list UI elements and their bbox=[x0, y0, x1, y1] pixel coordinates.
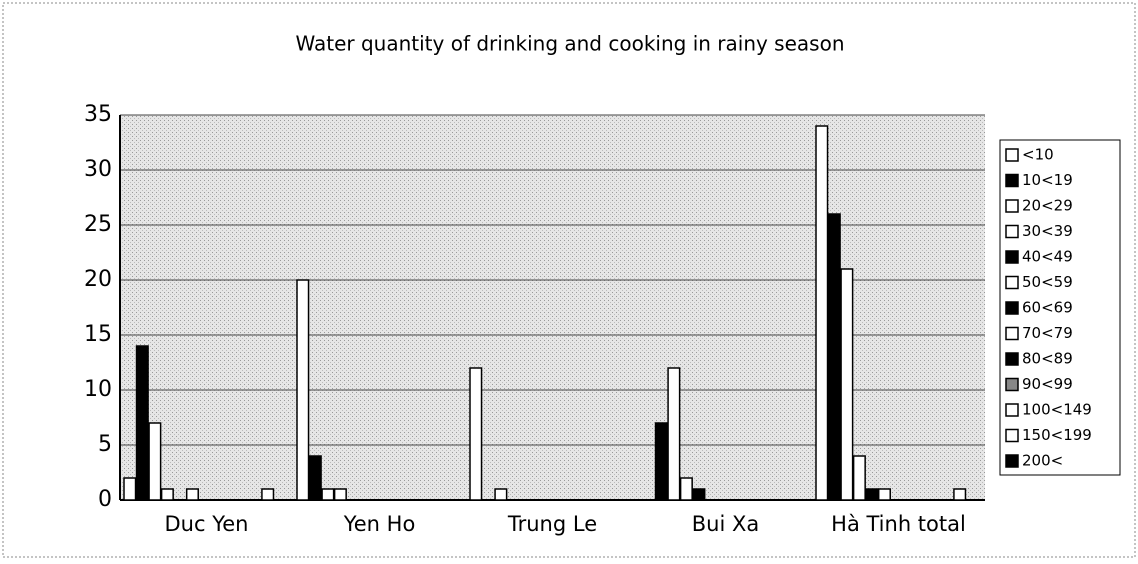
x-tick-label: Trung Le bbox=[507, 512, 597, 536]
bar bbox=[148, 422, 162, 501]
x-tick-label: Bui Xa bbox=[692, 512, 759, 536]
bar bbox=[815, 125, 829, 501]
legend-swatch bbox=[1005, 148, 1019, 162]
bar bbox=[296, 279, 310, 501]
plot-area bbox=[120, 115, 985, 500]
legend-label: <10 bbox=[1022, 146, 1054, 164]
bar bbox=[160, 488, 174, 501]
legend-label: 100<149 bbox=[1022, 401, 1092, 419]
bar bbox=[469, 367, 483, 501]
bar bbox=[321, 488, 335, 501]
bar bbox=[877, 488, 891, 501]
legend-swatch bbox=[1005, 352, 1019, 366]
bar bbox=[308, 455, 322, 501]
y-tick-label: 35 bbox=[84, 102, 112, 127]
bar bbox=[123, 477, 137, 501]
bar bbox=[953, 488, 967, 501]
bar bbox=[185, 488, 199, 501]
legend bbox=[999, 139, 1121, 476]
bar bbox=[667, 367, 681, 501]
bar bbox=[261, 488, 275, 501]
bar bbox=[333, 488, 347, 501]
legend-swatch bbox=[1005, 326, 1019, 341]
y-tick-label: 30 bbox=[84, 157, 112, 182]
bar bbox=[865, 488, 879, 501]
legend-swatch bbox=[1005, 428, 1019, 443]
x-tick-label: Yen Ho bbox=[343, 512, 416, 536]
bar bbox=[654, 422, 668, 501]
y-tick-label: 5 bbox=[98, 432, 112, 457]
y-tick-label: 15 bbox=[84, 322, 112, 347]
bar bbox=[135, 345, 149, 501]
y-tick-label: 10 bbox=[84, 377, 112, 402]
legend-label: 60<69 bbox=[1022, 299, 1073, 317]
bar bbox=[679, 477, 693, 501]
legend-swatch bbox=[1005, 250, 1019, 264]
legend-label: 200< bbox=[1022, 452, 1063, 470]
legend-swatch bbox=[1005, 199, 1019, 213]
legend-swatch bbox=[1005, 403, 1019, 417]
legend-swatch bbox=[1005, 224, 1019, 239]
legend-label: 90<99 bbox=[1022, 375, 1073, 393]
bar bbox=[692, 488, 706, 501]
x-tick-label: Hà Tinh total bbox=[831, 512, 966, 536]
chart-title: Water quantity of drinking and cooking i… bbox=[296, 32, 845, 56]
bar bbox=[827, 213, 841, 501]
bar bbox=[494, 488, 508, 501]
legend-swatch bbox=[1005, 454, 1019, 468]
legend-label: 40<49 bbox=[1022, 248, 1073, 266]
legend-label: 20<29 bbox=[1022, 197, 1073, 215]
legend-swatch bbox=[1005, 275, 1019, 290]
legend-label: 150<199 bbox=[1022, 426, 1092, 444]
y-tick-label: 20 bbox=[84, 267, 112, 292]
legend-label: 50<59 bbox=[1022, 273, 1073, 291]
legend-label: 10<19 bbox=[1022, 171, 1073, 189]
legend-swatch bbox=[1005, 173, 1019, 188]
bar bbox=[852, 455, 866, 501]
legend-swatch bbox=[1005, 377, 1019, 392]
x-tick-label: Duc Yen bbox=[165, 512, 249, 536]
y-tick-label: 25 bbox=[84, 212, 112, 237]
legend-label: 80<89 bbox=[1022, 350, 1073, 368]
bar bbox=[840, 268, 854, 501]
legend-swatch bbox=[1005, 301, 1019, 315]
legend-label: 70<79 bbox=[1022, 324, 1073, 342]
y-tick-label: 0 bbox=[98, 487, 112, 512]
legend-label: 30<39 bbox=[1022, 222, 1073, 240]
